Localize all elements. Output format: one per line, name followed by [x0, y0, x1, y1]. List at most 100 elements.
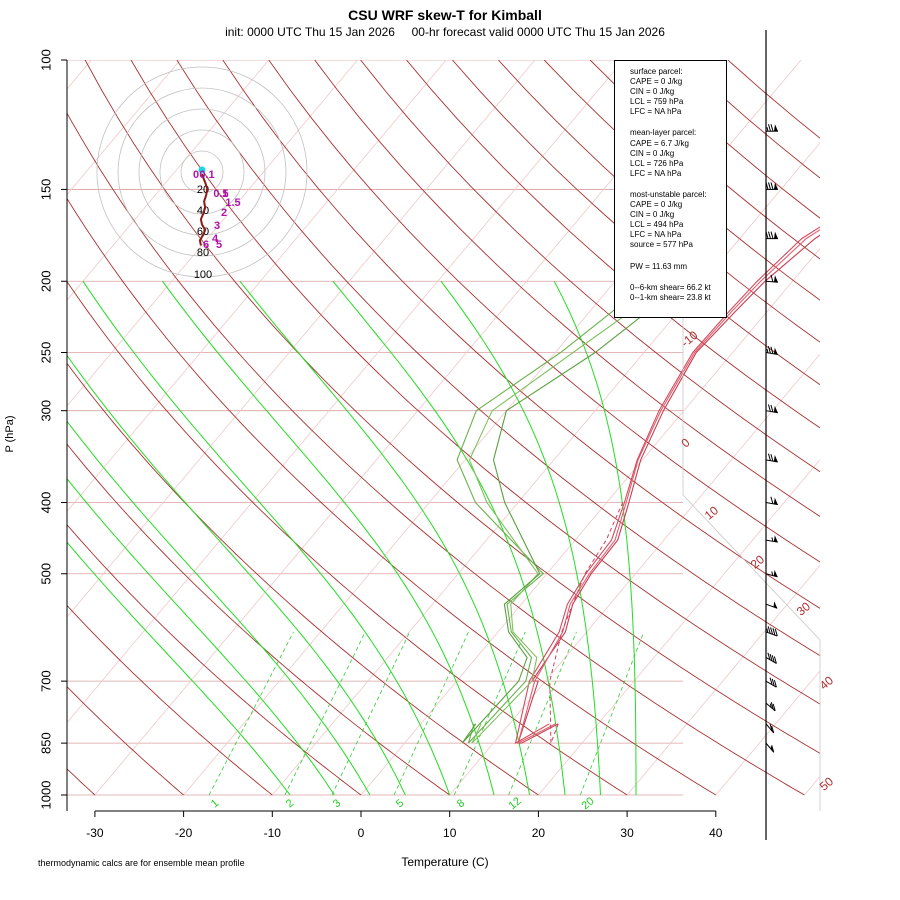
unstable-lcl: LCL = 494 hPa [630, 220, 684, 230]
x-tick-label: 30 [620, 826, 634, 840]
isotherm-label: 20 [748, 552, 767, 572]
mixing-ratio-label: 2 [284, 797, 296, 810]
surface-lcl: LCL = 759 hPa [630, 97, 684, 107]
wind-barb-half-flag [766, 127, 769, 132]
wind-barb-shaft [765, 702, 776, 712]
wind-barb-flag [774, 628, 778, 637]
x-axis-label: Temperature (C) [401, 855, 489, 869]
wind-barb-flag [771, 678, 775, 687]
wind-barb-flag [770, 231, 774, 239]
dry-adiabat [727, 60, 820, 139]
mixed-cape: CAPE = 6.7 J/kg [630, 138, 689, 148]
wind-barb-shaft [765, 742, 775, 753]
wind-barb-pennant [774, 182, 778, 190]
mixing-ratio-line [208, 631, 294, 796]
wind-barb-shaft [765, 603, 778, 609]
wind-barb-flag [770, 496, 774, 504]
wind-barb-flag [768, 231, 771, 239]
x-tick-label: -10 [264, 826, 282, 840]
p-tick-label: 150 [38, 179, 53, 201]
isotherm [449, 353, 820, 796]
hodograph-height-label: 1 [222, 188, 228, 200]
hodograph-height-label: 5 [216, 239, 222, 251]
wind-barb-flag [767, 652, 771, 660]
wind-barb-flag [769, 723, 773, 732]
parcel-profile [549, 502, 624, 744]
wind-barb-flag [770, 346, 774, 354]
footnote: thermodynamic calcs are for ensemble mea… [38, 858, 245, 868]
hodograph-height-label: 1.5 [225, 197, 240, 209]
wind-barb-flag [765, 231, 769, 239]
isotherm [67, 60, 270, 301]
temperature-profile [517, 229, 820, 745]
wind-barb-pennant [773, 347, 778, 355]
parcel-info-box: surface parcel: CAPE = 0 J/kg CIN = 0 J/… [614, 60, 727, 318]
isotherm-label: 10 [702, 503, 721, 523]
hodograph-height-label: 4 [212, 233, 219, 245]
wind-barb [765, 274, 778, 283]
wind-barb-flag [770, 182, 774, 190]
hodograph-trace [198, 173, 209, 246]
dry-adiabat [130, 60, 820, 705]
wind-barb-flag [770, 453, 774, 462]
p-tick-label: 250 [38, 342, 53, 364]
surface-cin: CIN = 0 J/kg [630, 87, 675, 97]
dry-adiabat [222, 60, 820, 609]
shear-0-6km: 0--6-km shear= 66.2 kt [630, 282, 711, 292]
wind-barb-shaft [765, 657, 777, 664]
hodograph-ring-label: 60 [197, 226, 209, 238]
precipitable-water: PW = 11.63 mm [630, 261, 687, 271]
wind-barb-half-flag [766, 348, 769, 353]
wind-barb-flag [773, 656, 777, 664]
mixing-ratio-label: 8 [455, 797, 467, 810]
right-frame-slope [682, 494, 821, 641]
moist-adiabat [162, 281, 495, 796]
hodograph-height-label: 3 [214, 220, 220, 232]
hodograph-ring [180, 150, 224, 194]
wind-barb-flag [767, 404, 771, 412]
p-tick-label: 850 [38, 732, 53, 754]
hodograph-height-label: 0.5 [213, 188, 228, 200]
hodograph-ring [159, 129, 245, 215]
dry-adiabat [67, 280, 628, 796]
shear-0-1km: 0--1-km shear= 23.8 kt [630, 292, 711, 302]
wind-barb-pennant [773, 275, 778, 283]
mixing-ratio-line [579, 631, 645, 796]
unstable-cape: CAPE = 0 J/kg [630, 200, 683, 210]
wind-barb [765, 231, 778, 240]
p-tick-label: 1000 [38, 781, 53, 810]
isotherm [893, 60, 900, 795]
isotherm [67, 60, 181, 196]
mixing-ratio-label: 12 [507, 795, 524, 812]
x-tick-label: -30 [86, 826, 104, 840]
moist-adiabat [67, 354, 406, 796]
wind-barb-flag [767, 453, 771, 461]
wind-barb [765, 626, 778, 637]
wind-barb-pennant [773, 601, 778, 609]
dry-adiabat [67, 524, 362, 796]
isotherm-label: 0 [678, 435, 692, 450]
wind-barb-pennant [773, 405, 778, 413]
mixing-ratio-label: 3 [331, 797, 343, 810]
dewpoint-profile [461, 280, 687, 744]
wind-barb-pennant [774, 124, 778, 132]
mixing-ratio-line [453, 631, 526, 796]
wind-barb [765, 535, 778, 543]
p-tick-label: 100 [38, 49, 53, 71]
x-tick-label: 20 [532, 826, 546, 840]
wind-barb-half-flag [771, 537, 774, 542]
mixing-ratio-line [284, 631, 366, 796]
hodograph-height-label: 0 [193, 169, 199, 181]
isotherm [271, 142, 820, 796]
wind-barb [765, 404, 778, 414]
wind-barb-flag [765, 182, 769, 190]
wind-barb [765, 346, 778, 356]
unstable-cin: CIN = 0 J/kg [630, 210, 675, 220]
isotherm [0, 60, 3, 795]
wind-barb-half-flag [771, 571, 774, 576]
mixing-ratio-line [331, 631, 411, 796]
wind-barb-flag [772, 628, 776, 636]
isotherm [67, 60, 624, 724]
surface-parcel-heading: surface parcel: [630, 67, 683, 76]
